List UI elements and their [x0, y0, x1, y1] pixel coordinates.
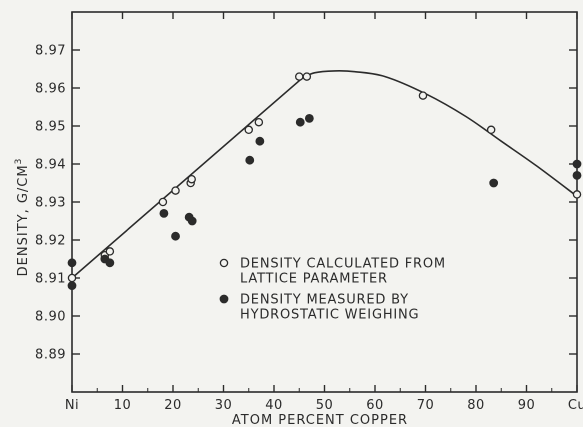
ticks-layer: Ni 10 20 30 40 50 60 70 80 90 Cu 8.89 8.90 8.91 8.92 8.… — [35, 12, 583, 413]
calculated-density-point — [244, 125, 253, 135]
measured-density-point — [159, 209, 169, 218]
axes-layer — [71, 11, 578, 393]
calculated-density-point — [418, 91, 428, 100]
y-tick-label: 8.94 — [35, 158, 66, 173]
calculated-density-point — [171, 186, 180, 195]
measured-density-point — [67, 258, 77, 268]
calculated-density-point — [572, 190, 582, 199]
calculated-density-point — [158, 197, 168, 207]
curve-layer — [71, 70, 578, 279]
calculated-density-point — [67, 273, 77, 283]
x-tick-label: 10 — [114, 398, 132, 413]
measured-density-point — [245, 155, 255, 165]
measured-density-point — [304, 114, 314, 123]
x-tick-label: Ni — [65, 398, 79, 413]
fitted-curve — [71, 70, 578, 279]
y-tick-label: 8.97 — [35, 44, 66, 59]
measured-density-point — [171, 231, 180, 241]
legend-label: DENSITY CALCULATED FROM — [240, 257, 446, 272]
x-tick-label: Cu — [568, 398, 583, 413]
x-tick-label: 60 — [366, 398, 384, 413]
legend-label: LATTICE PARAMETER — [240, 272, 388, 287]
y-tick-label: 8.90 — [35, 310, 66, 325]
y-axis-title-main: DENSITY, G/CM — [16, 164, 31, 276]
x-tick-label: 50 — [316, 398, 334, 413]
legend-label: DENSITY MEASURED BY — [240, 293, 409, 308]
y-axis-title: DENSITY, G/CM3 — [14, 158, 31, 277]
x-tick-label: 90 — [518, 398, 536, 413]
measured-density-point — [187, 216, 197, 226]
calculated-density-point — [294, 72, 304, 81]
y-axis-title-superscript: 3 — [14, 158, 24, 165]
measured-density-point — [67, 281, 77, 291]
x-tick-label: 20 — [164, 398, 182, 413]
calculated-density-point — [105, 247, 115, 256]
y-tick-label: 8.89 — [35, 348, 66, 363]
x-tick-label: 40 — [265, 398, 283, 413]
y-tick-label: 8.96 — [35, 82, 66, 97]
calculated-density-point — [254, 117, 264, 127]
measured-density-point — [489, 178, 499, 188]
x-axis-title: ATOM PERCENT COPPER — [232, 413, 408, 427]
y-tick-label: 8.91 — [35, 272, 66, 287]
y-tick-label: 8.92 — [35, 234, 66, 249]
measured-density-point — [572, 171, 582, 180]
plot-frame — [71, 11, 578, 393]
calculated-density-point — [302, 72, 312, 81]
x-tick-label: 30 — [215, 398, 233, 413]
measured-density-point — [572, 159, 582, 169]
legend-label: HYDROSTATIC WEIGHING — [240, 308, 419, 323]
calculated-density-point — [486, 125, 496, 135]
calculated-density-point — [187, 174, 196, 184]
y-tick-label: 8.95 — [35, 120, 66, 135]
legend-marker-open-circle — [219, 258, 229, 268]
y-tick-label: 8.93 — [35, 196, 66, 211]
x-tick-label: 70 — [417, 398, 435, 413]
measured-density-point — [295, 117, 305, 127]
measured-density-point — [255, 136, 265, 146]
measured-density-point — [105, 258, 115, 268]
legend-marker-filled-circle — [219, 294, 229, 304]
x-tick-label: 80 — [467, 398, 485, 413]
points-layer — [67, 72, 582, 291]
